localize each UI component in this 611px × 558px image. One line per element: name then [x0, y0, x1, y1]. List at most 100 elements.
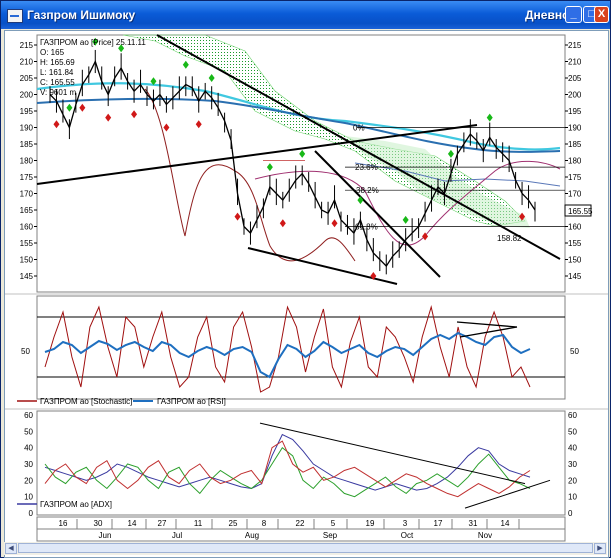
adx-tick-label: 40 — [568, 444, 577, 453]
month-label: Aug — [245, 531, 259, 540]
minimize-button[interactable]: _ — [565, 6, 582, 23]
fib-level-label: 61.8% — [355, 223, 378, 232]
price-tick-label: 160 — [20, 223, 34, 232]
adx-axis-left: 60 50 40 30 20 10 0 — [24, 411, 33, 518]
scroll-right-icon[interactable]: ▶ — [594, 543, 606, 554]
horizontal-scrollbar[interactable]: ◀ ▶ — [4, 542, 607, 555]
info-line: ГАЗПРОМ ао [Price] 25.11.11 — [40, 38, 146, 47]
close-button[interactable]: X — [594, 6, 609, 23]
down-fractal-marker — [234, 212, 241, 221]
adx-tick-label: 30 — [568, 460, 577, 469]
date-tick-label: 30 — [94, 519, 103, 528]
up-fractal-marker — [208, 74, 215, 82]
adx-trend-line-lower — [464, 479, 551, 509]
adx-tick-label: 50 — [568, 427, 577, 436]
rsi-line — [44, 331, 531, 379]
date-tick-label: 22 — [296, 519, 305, 528]
adx-tick-label: 20 — [24, 476, 33, 485]
price-tick-label: 180 — [20, 157, 34, 166]
osc-wedge-upper — [456, 321, 518, 328]
fibonacci-levels: 0% 23.6% 38.2% 61.8% 158.82 — [263, 124, 565, 243]
fib-price-label: 158.82 — [497, 234, 522, 243]
chart-app-icon — [7, 9, 23, 23]
price-tick-label: 185 — [568, 140, 582, 149]
adx-lines — [44, 422, 551, 509]
up-fractal-marker — [182, 60, 189, 69]
up-fractal-marker — [486, 113, 493, 122]
down-fractal-marker — [163, 123, 170, 132]
up-fractal-marker — [447, 149, 454, 158]
info-line: V: 9601 m — [40, 88, 77, 97]
fib-level-label: 23.6% — [355, 163, 378, 172]
price-tick-label: 145 — [20, 272, 34, 281]
last-price-box — [564, 204, 592, 217]
price-tick-label: 155 — [568, 239, 582, 248]
fib-level-label: 0% — [353, 124, 365, 133]
adx-tick-label: 50 — [24, 427, 33, 436]
kijun-line — [354, 162, 561, 187]
price-tick-label: 155 — [20, 239, 34, 248]
date-tick-label: 14 — [128, 519, 137, 528]
period-label[interactable]: Дневной — [525, 8, 577, 22]
price-tick-label: 205 — [568, 74, 582, 83]
price-tick-label: 170 — [568, 190, 582, 199]
chart-canvas[interactable]: 0%23.6%38.2%61.8%158.82 2152102052001951… — [5, 31, 608, 543]
date-tick-label: 8 — [262, 519, 267, 528]
up-fractal-marker — [402, 215, 409, 224]
price-axis-right: 2152102052001951901851801751701651601551… — [565, 41, 582, 281]
date-tick-label: 16 — [59, 519, 68, 528]
price-tick-label: 215 — [568, 41, 582, 50]
price-tick-label: 200 — [568, 91, 582, 100]
adx-tick-label: 60 — [24, 411, 33, 420]
adx-panel-frame — [36, 410, 566, 516]
month-label: Jul — [172, 531, 182, 540]
time-axis: 16 30 14 27 11 25 8 22 5 19 3 17 31 14 Jun Jul Aug Sep Oct… — [37, 519, 565, 540]
adx-tick-label: 40 — [24, 444, 33, 453]
price-tick-label: 195 — [568, 107, 582, 116]
price-tick-label: 185 — [20, 140, 34, 149]
osc-wedge-lower — [459, 326, 518, 338]
month-label: Oct — [401, 531, 414, 540]
channel-line-upper — [314, 150, 441, 278]
title-bar[interactable]: Газпром Ишимоку Дневной _ □ X — [1, 1, 610, 29]
adx-axis-right: 60 50 40 30 20 10 0 — [568, 411, 577, 518]
price-tick-label: 195 — [20, 107, 34, 116]
date-tick-label: 25 — [229, 519, 238, 528]
price-tick-label: 190 — [568, 124, 582, 133]
stochastic-line — [44, 305, 531, 393]
osc-level-right: 50 — [570, 347, 579, 356]
adx-tick-label: 0 — [29, 509, 34, 518]
ema-blue-line — [36, 97, 561, 153]
date-tick-label: 3 — [403, 519, 408, 528]
down-fractal-marker — [370, 272, 377, 280]
down-fractal-marker — [79, 103, 86, 112]
up-fractal-marker — [150, 77, 157, 86]
scroll-thumb[interactable] — [18, 543, 593, 553]
price-close-line — [49, 59, 536, 268]
up-fractal-marker — [299, 149, 306, 158]
date-tick-label: 19 — [366, 519, 375, 528]
down-fractal-marker — [279, 219, 286, 228]
info-line: C: 165.55 — [40, 78, 75, 87]
price-tick-label: 150 — [20, 256, 34, 265]
up-fractal-marker — [266, 163, 273, 172]
chart-area[interactable]: 0% 23.6% 38.2% 61.8% 158.82 215 210 205 200 195 1… — [4, 30, 609, 558]
up-fractal-marker — [118, 44, 125, 53]
date-tick-label: 14 — [501, 519, 510, 528]
adx-line — [44, 433, 531, 491]
price-tick-label: 210 — [568, 58, 582, 67]
up-fractal-marker — [66, 103, 73, 112]
scroll-left-icon[interactable]: ◀ — [5, 543, 17, 554]
minus-di-line — [44, 440, 531, 498]
info-line: H: 165.69 — [40, 58, 75, 67]
date-tick-label: 5 — [331, 519, 336, 528]
price-axis-left: 215 210 205 200 195 190 185 180 175 170 165 160 155 1… — [20, 41, 37, 281]
adx-tick-label: 0 — [568, 509, 573, 518]
adx-tick-label: 20 — [568, 476, 577, 485]
adx-tick-label: 10 — [24, 493, 33, 502]
month-label: Jun — [99, 531, 112, 540]
last-price-label: 165.55 — [568, 207, 593, 216]
price-tick-label: 210 — [20, 58, 34, 67]
price-tick-label: 190 — [20, 124, 34, 133]
price-tick-label: 180 — [568, 157, 582, 166]
